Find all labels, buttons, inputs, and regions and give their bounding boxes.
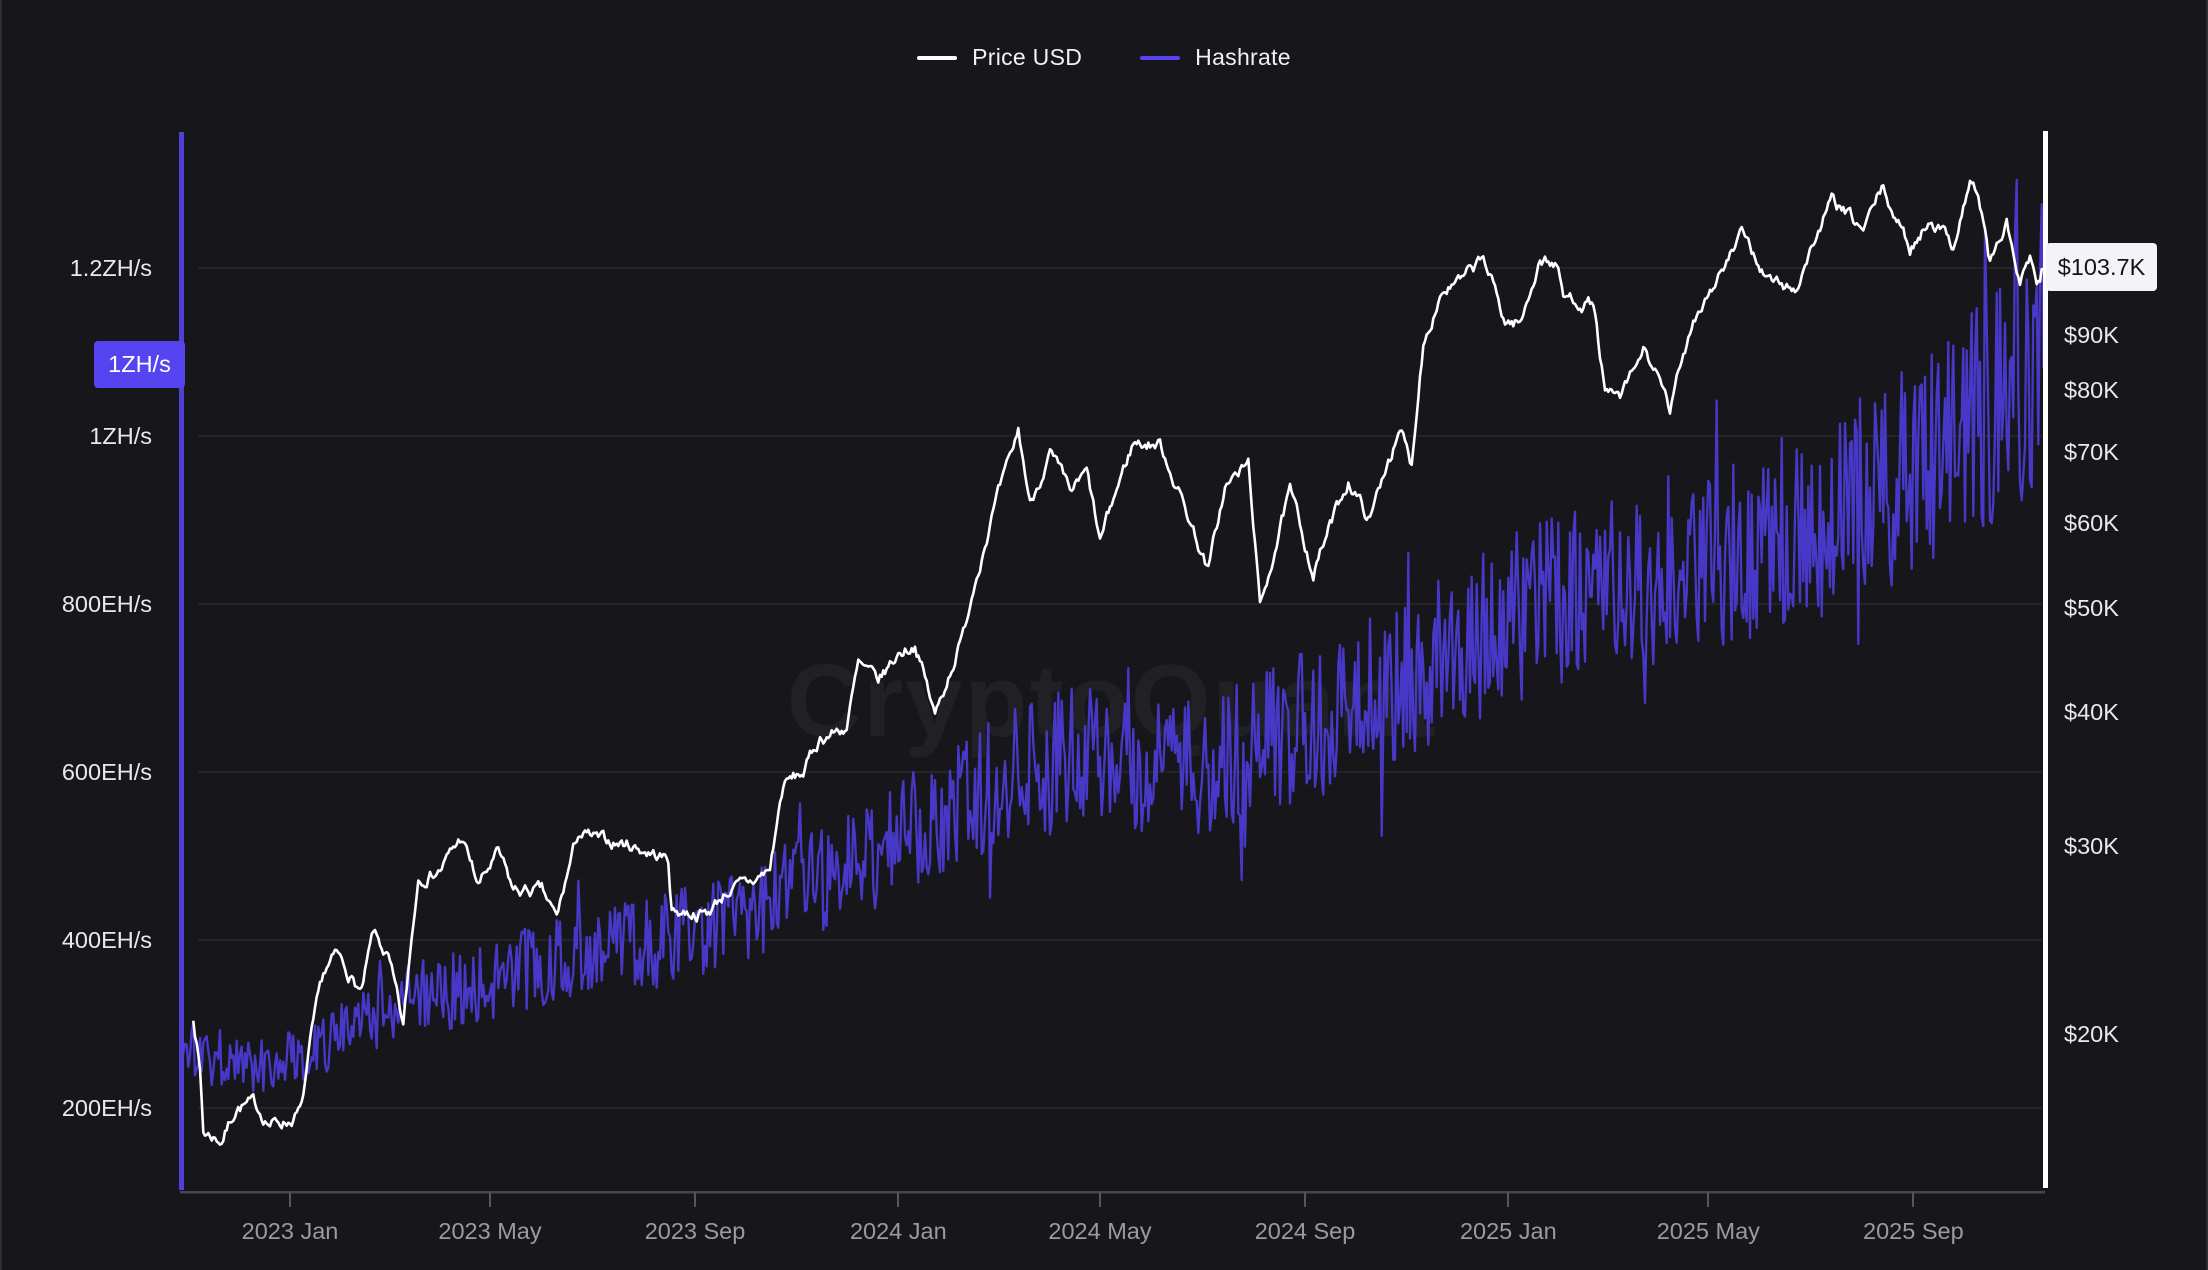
price-line-swatch	[917, 55, 958, 60]
left-border	[0, 0, 2, 1270]
price-current-badge: $103.7K	[2046, 243, 2157, 291]
legend-label-price: Price USD	[972, 44, 1083, 70]
legend-item-hashrate[interactable]: Hashrate	[1140, 44, 1291, 71]
legend: Price USD Hashrate	[0, 44, 2208, 71]
hashrate-current-badge: 1ZH/s	[94, 341, 185, 388]
right-border	[2206, 0, 2208, 1270]
legend-item-price[interactable]: Price USD	[917, 44, 1082, 71]
legend-label-hashrate: Hashrate	[1195, 44, 1291, 70]
hashrate-line-swatch	[1140, 55, 1181, 60]
